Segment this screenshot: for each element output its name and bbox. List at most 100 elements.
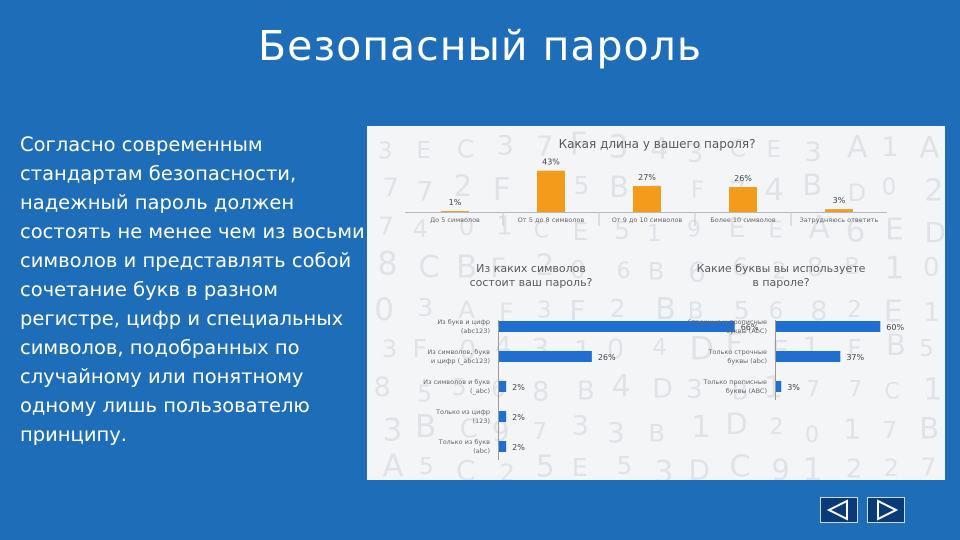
background-glyph: E bbox=[771, 334, 789, 367]
background-glyph: 5 bbox=[734, 296, 750, 325]
background-glyph: 1 bbox=[802, 450, 822, 480]
background-glyph: D bbox=[652, 373, 673, 404]
background-glyph: C bbox=[457, 134, 474, 163]
background-glyph: 0 bbox=[882, 174, 897, 200]
data-label: 26% bbox=[598, 353, 616, 362]
background-glyph: 5 bbox=[419, 454, 434, 480]
tick-label: (_abc) bbox=[470, 387, 490, 395]
tick-label: (123) bbox=[473, 417, 490, 425]
background-glyph: 2 bbox=[846, 455, 863, 480]
background-glyph: B bbox=[886, 328, 906, 362]
background-glyph: 6 bbox=[688, 255, 706, 288]
previous-slide-button[interactable] bbox=[820, 497, 858, 523]
background-glyph: 6 bbox=[846, 214, 866, 250]
background-glyph: 6 bbox=[617, 259, 631, 284]
background-glyph: E bbox=[767, 137, 782, 163]
background-glyph: 2 bbox=[610, 294, 626, 323]
background-glyph: F bbox=[491, 253, 507, 284]
background-glyph: 7 bbox=[536, 129, 554, 162]
background-glyph: 3 bbox=[378, 138, 393, 164]
bar bbox=[499, 351, 592, 362]
background-glyph: C bbox=[884, 379, 899, 404]
background-glyph: 3 bbox=[608, 128, 628, 166]
tick-label: буквы (ABC) bbox=[726, 387, 767, 395]
background-glyph: 0 bbox=[607, 334, 624, 365]
background-glyph: 2 bbox=[924, 174, 943, 209]
background-glyph: 5 bbox=[614, 216, 630, 245]
background-glyph: 6 bbox=[769, 299, 784, 325]
background-glyph: E bbox=[885, 213, 904, 248]
background-glyph: 7 bbox=[920, 452, 936, 480]
background-glyph: C bbox=[419, 250, 440, 285]
bar bbox=[633, 186, 661, 212]
background-glyph: 3 bbox=[607, 416, 625, 449]
background-glyph: A bbox=[809, 210, 830, 246]
data-label: 66% bbox=[741, 323, 759, 332]
background-glyph: F bbox=[493, 172, 511, 208]
background-glyph: 0 bbox=[459, 213, 474, 241]
password-survey-infographic: 3EC37F343CE3A1A772FA5B5F74BD027401CE519E… bbox=[367, 126, 945, 480]
background-glyph: B bbox=[609, 170, 629, 204]
data-label: 27% bbox=[638, 173, 656, 182]
bar bbox=[499, 441, 507, 452]
background-glyph: B bbox=[655, 292, 676, 327]
password-length-chart: Какая длина у вашего пароля? 1% До 5 симво… bbox=[405, 137, 887, 226]
bar bbox=[776, 321, 881, 332]
bar bbox=[776, 351, 841, 362]
background-glyph: F bbox=[569, 294, 585, 327]
background-glyph: D bbox=[689, 329, 714, 367]
background-glyph: E bbox=[728, 213, 745, 244]
background-glyph: 1 bbox=[647, 221, 662, 247]
background-glyph: B bbox=[802, 168, 822, 202]
tick-label: Строчные и прописные bbox=[687, 318, 767, 326]
background-glyph: 1 bbox=[881, 132, 898, 163]
tick-label: Более 10 символов bbox=[710, 216, 776, 224]
background-glyph: F bbox=[570, 126, 588, 162]
background-glyph: C bbox=[456, 454, 476, 480]
background-glyph: A bbox=[382, 448, 403, 480]
background-glyph: 1 bbox=[496, 212, 513, 242]
background-glyph: 3 bbox=[537, 297, 552, 323]
tick-label: Только строчные bbox=[707, 348, 767, 356]
background-glyph: 2 bbox=[500, 459, 515, 480]
bar bbox=[825, 209, 853, 212]
background-glyph: 1 bbox=[764, 371, 783, 406]
background-glyph: A bbox=[919, 130, 939, 164]
chart-title: Какая длина у вашего пароля? bbox=[559, 137, 756, 151]
background-glyph: 2 bbox=[536, 248, 554, 282]
background-glyph: 1 bbox=[923, 373, 942, 408]
background-glyph: 4 bbox=[612, 369, 631, 404]
background-glyph: D bbox=[924, 216, 945, 249]
background-glyph: E bbox=[768, 217, 783, 243]
background-glyph: 0 bbox=[459, 335, 476, 366]
background-glyph: E bbox=[573, 217, 589, 246]
tick-label: Из символов, букв bbox=[427, 348, 490, 356]
background-glyph: 2 bbox=[770, 415, 784, 440]
background-glyph: C bbox=[460, 414, 478, 444]
next-slide-button[interactable] bbox=[867, 497, 905, 523]
background-glyph: 4 bbox=[764, 172, 784, 208]
background-glyph: B bbox=[648, 257, 664, 285]
background-glyph: 7 bbox=[532, 419, 547, 445]
background-glyph: 2 bbox=[884, 454, 899, 480]
background-glyph: 9 bbox=[771, 453, 789, 480]
survey-charts: 3EC37F343CE3A1A772FA5B5F74BD027401CE519E… bbox=[374, 126, 945, 480]
background-glyph: 1 bbox=[843, 413, 861, 446]
background-glyph: A bbox=[847, 130, 868, 165]
background-glyph: D bbox=[688, 454, 710, 480]
chart-title: Из каких символов bbox=[476, 262, 586, 275]
chart-title: Какие буквы вы используете bbox=[697, 262, 866, 275]
background-glyph: F bbox=[413, 334, 427, 363]
background-glyph: D bbox=[848, 179, 866, 207]
tick-label: (abc) bbox=[473, 447, 490, 455]
tick-label: буквы (AbC) bbox=[726, 327, 767, 335]
background-glyph: B bbox=[688, 299, 704, 325]
background-glyph: 3 bbox=[804, 137, 821, 168]
tick-label: До 5 символов bbox=[430, 216, 480, 224]
data-label: 2% bbox=[512, 413, 525, 422]
background-glyph: 7 bbox=[806, 377, 820, 402]
tick-label: Из букв и цифр bbox=[437, 318, 490, 326]
background-glyph: 8 bbox=[377, 245, 397, 283]
bar bbox=[537, 170, 565, 212]
tick-label: (abc123) bbox=[461, 327, 490, 335]
